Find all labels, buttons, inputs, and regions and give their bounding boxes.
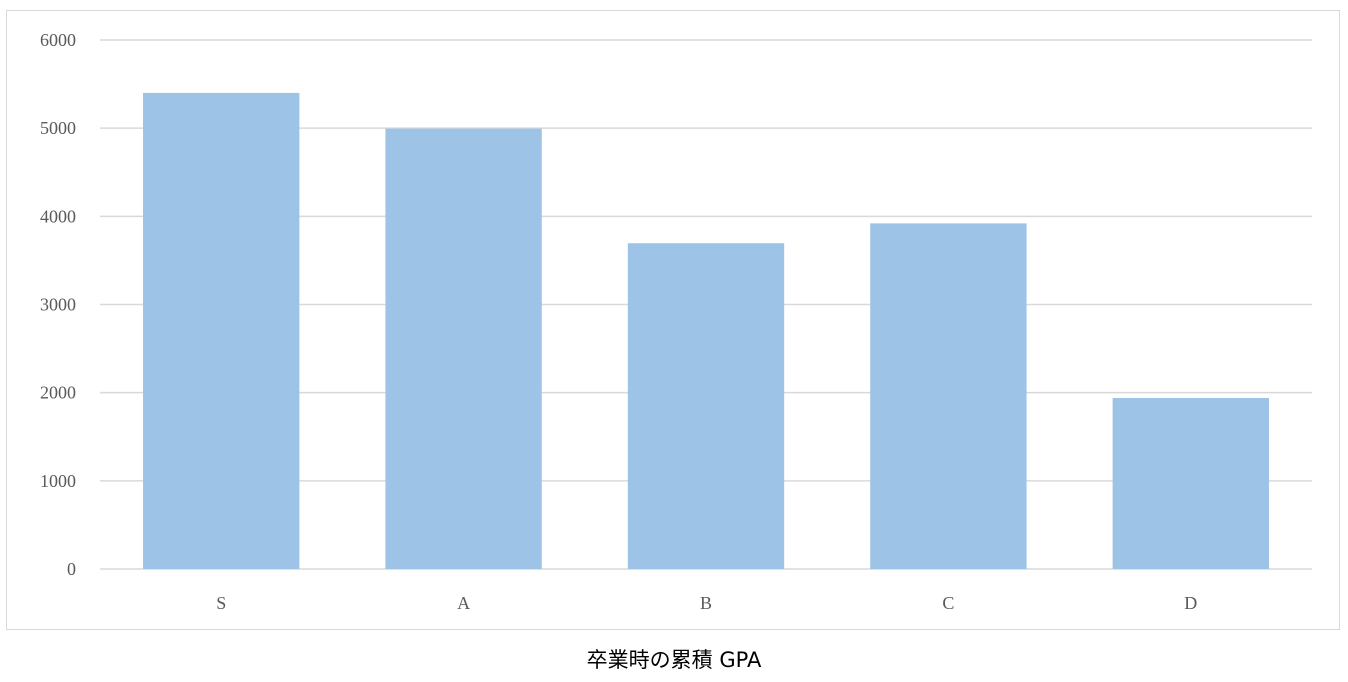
y-tick-label: 2000 — [40, 383, 76, 403]
y-tick-label: 3000 — [40, 295, 76, 315]
x-tick-label-A: A — [457, 593, 470, 613]
gridlines — [100, 39, 1312, 570]
y-tick-label: 6000 — [40, 30, 76, 50]
bars — [143, 92, 1269, 570]
bar-B — [627, 243, 785, 569]
y-tick-label: 5000 — [40, 118, 76, 138]
bar-C — [870, 223, 1027, 570]
bar-A — [385, 128, 542, 570]
x-tick-label-C: C — [942, 593, 954, 613]
x-tick-label-B: B — [700, 593, 712, 613]
bar-D — [1112, 397, 1269, 569]
chart-caption: 卒業時の累積 GPA — [586, 648, 762, 672]
x-tick-label-S: S — [216, 593, 226, 613]
y-tick-label: 4000 — [40, 206, 76, 226]
y-tick-label: 1000 — [40, 471, 76, 491]
bar-S — [143, 92, 300, 570]
x-tick-label-D: D — [1184, 593, 1197, 613]
y-axis-ticks: 0 1000 2000 3000 4000 5000 6000 — [40, 30, 76, 579]
y-tick-label: 0 — [67, 559, 76, 579]
